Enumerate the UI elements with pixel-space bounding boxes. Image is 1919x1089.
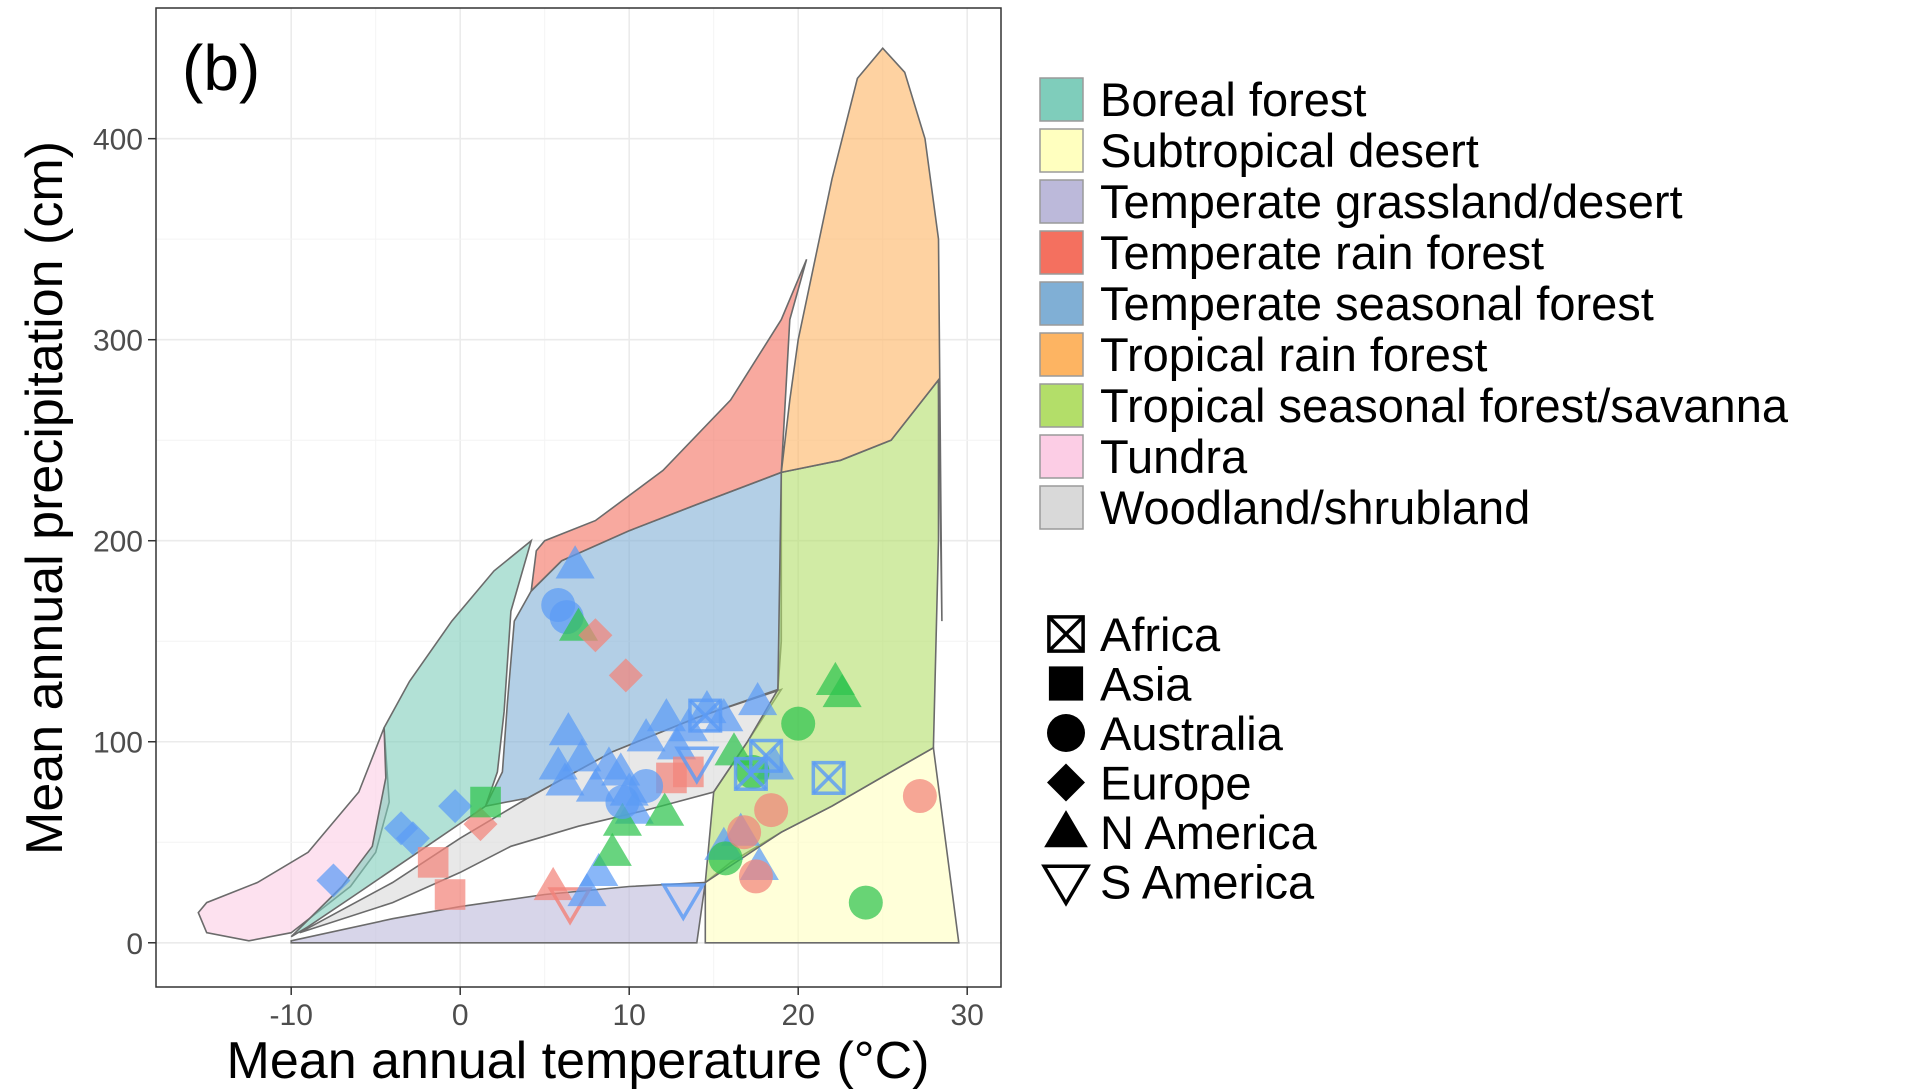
legend-label: Woodland/shrubland xyxy=(1100,481,1530,534)
legend-swatch xyxy=(1039,383,1084,428)
legend-label: S America xyxy=(1100,856,1315,909)
y-tick-label: 200 xyxy=(93,526,143,559)
data-points xyxy=(316,545,937,926)
legend-swatch xyxy=(1039,128,1084,173)
biome-region-tropical-rain-forest xyxy=(780,46,943,622)
legend-label: Asia xyxy=(1100,658,1192,711)
data-point xyxy=(660,883,706,922)
legend-label: Africa xyxy=(1100,608,1221,661)
x-axis-title: Mean annual temperature (°C) xyxy=(227,1032,930,1089)
data-point xyxy=(902,779,937,814)
data-point xyxy=(727,815,762,850)
y-tick-label: 0 xyxy=(126,928,143,961)
data-point xyxy=(578,618,613,653)
data-point xyxy=(754,793,789,828)
legend-key xyxy=(1048,666,1084,701)
x-tick-label: 10 xyxy=(613,999,646,1032)
legend-label: Australia xyxy=(1100,707,1284,760)
legend-swatch xyxy=(1039,485,1084,530)
x-tick-label: 30 xyxy=(951,999,984,1032)
legend-label: Tundra xyxy=(1100,430,1248,483)
y-tick-label: 100 xyxy=(93,727,143,760)
legend-label: Temperate rain forest xyxy=(1100,226,1544,279)
legend-swatch xyxy=(1039,281,1084,326)
plot-panel: (b) xyxy=(155,7,1002,988)
data-point xyxy=(738,681,778,716)
data-point xyxy=(567,872,607,907)
legend-key xyxy=(1041,864,1091,907)
panel-border xyxy=(155,7,1002,988)
x-tick-label: 0 xyxy=(452,999,469,1032)
legend-swatch xyxy=(1039,77,1084,122)
legend-label: Europe xyxy=(1100,757,1252,810)
biome-region-boreal-forest xyxy=(290,538,533,938)
data-point xyxy=(645,792,685,826)
data-point xyxy=(592,832,632,866)
legend-key xyxy=(1047,763,1085,802)
data-point xyxy=(602,802,642,836)
data-point xyxy=(646,698,686,732)
data-point xyxy=(749,738,784,773)
legend-swatch xyxy=(1039,434,1084,479)
data-point xyxy=(626,718,666,752)
data-point xyxy=(533,866,573,901)
biome-region-temperate-grassland-desert xyxy=(290,881,707,944)
data-point xyxy=(673,756,704,788)
y-tick-label: 300 xyxy=(93,325,143,358)
y-tick-label: 400 xyxy=(93,124,143,157)
data-point xyxy=(688,698,723,733)
legend-label: Tropical seasonal forest/savanna xyxy=(1100,379,1789,432)
data-point xyxy=(605,785,640,820)
data-point xyxy=(438,789,473,824)
legend-swatch xyxy=(1039,179,1084,224)
x-tick-label: -10 xyxy=(270,999,313,1032)
data-point xyxy=(575,768,615,802)
data-point xyxy=(417,847,449,878)
legend-label: Boreal forest xyxy=(1100,73,1366,126)
data-point xyxy=(656,726,697,760)
data-point xyxy=(674,746,720,785)
data-point xyxy=(822,673,862,708)
data-point xyxy=(470,786,501,818)
legend-key xyxy=(1044,810,1088,848)
data-point xyxy=(395,821,430,856)
data-point xyxy=(545,762,585,796)
data-point xyxy=(434,879,466,910)
data-point xyxy=(708,841,743,876)
data-point xyxy=(811,760,846,795)
biome-regions xyxy=(197,46,960,944)
data-point xyxy=(781,706,816,741)
legend-swatch xyxy=(1039,332,1084,377)
legend-key xyxy=(1047,714,1085,752)
panel-label: (b) xyxy=(182,32,260,104)
data-point xyxy=(555,545,595,579)
legend-swatch xyxy=(1039,230,1084,275)
y-axis-ticks: 0 100 200 300 400 xyxy=(93,124,156,961)
legend-label: Tropical rain forest xyxy=(1100,328,1487,381)
data-point xyxy=(738,859,773,894)
legend-label: Subtropical desert xyxy=(1100,124,1479,177)
legend-label: N America xyxy=(1100,806,1318,859)
legend-label: Temperate seasonal forest xyxy=(1100,277,1654,330)
legend-key xyxy=(1047,615,1085,653)
data-point xyxy=(562,738,602,772)
data-point xyxy=(608,658,643,693)
x-tick-label: 20 xyxy=(782,999,815,1032)
data-point xyxy=(548,712,588,746)
biome-region-temperate-rain-forest xyxy=(530,258,808,594)
data-point xyxy=(848,885,883,920)
legend-label: Temperate grassland/desert xyxy=(1100,175,1683,228)
data-point xyxy=(733,756,768,791)
data-point xyxy=(316,863,351,898)
y-axis-title: Mean annual precipitation (cm) xyxy=(16,141,74,855)
x-axis-ticks: -10 0 10 20 30 xyxy=(270,987,984,1032)
